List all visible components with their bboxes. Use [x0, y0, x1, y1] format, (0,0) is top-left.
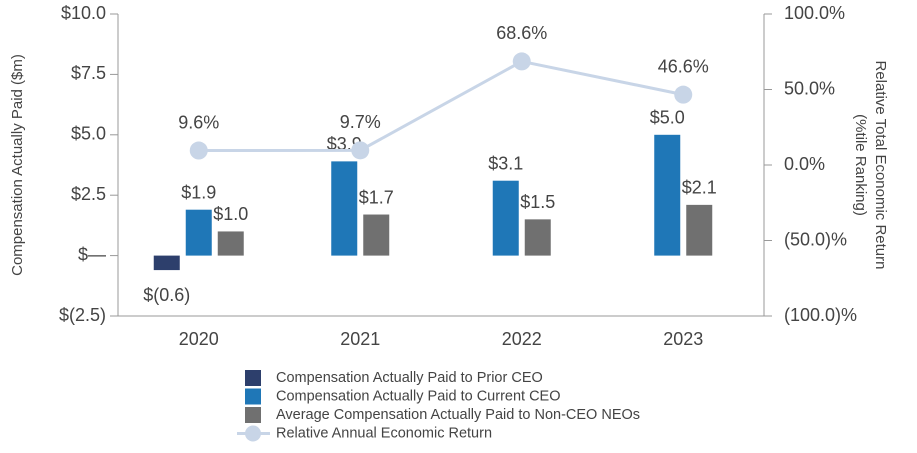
- legend-swatch: [245, 388, 261, 405]
- bar: [686, 204, 713, 256]
- legend-label: Compensation Actually Paid to Prior CEO: [276, 370, 543, 386]
- bar: [363, 214, 390, 256]
- bar-value-label: $(0.6): [143, 285, 190, 305]
- line-value-label: 68.6%: [496, 23, 547, 43]
- line-value-label: 9.6%: [178, 112, 219, 132]
- legend-swatch: [245, 425, 261, 442]
- x-tick-label: 2022: [502, 329, 542, 349]
- bar: [185, 209, 212, 256]
- bar-value-label: $1.7: [359, 187, 394, 207]
- legend-swatch: [245, 370, 261, 386]
- bar: [654, 134, 681, 256]
- y2-tick-label: 0.0%: [784, 154, 825, 174]
- y-tick-label: $2.5: [71, 184, 106, 204]
- y-tick-label: $5.0: [71, 124, 106, 144]
- legend-label: Average Compensation Actually Paid to No…: [276, 407, 640, 423]
- bar-value-label: $3.1: [488, 153, 523, 173]
- bar: [524, 219, 551, 256]
- line-point: [674, 85, 693, 104]
- bar: [492, 180, 519, 256]
- y2-tick-label: 100.0%: [784, 3, 845, 23]
- bar-value-label: $1.5: [520, 192, 555, 212]
- line-point: [351, 141, 370, 160]
- y2-tick-label: (50.0)%: [784, 229, 847, 249]
- legend-label: Compensation Actually Paid to Current CE…: [276, 388, 561, 404]
- y-tick-label: $7.5: [71, 63, 106, 83]
- line-value-label: 9.7%: [340, 112, 381, 132]
- y2-tick-label: 50.0%: [784, 78, 835, 98]
- y2-tick-label: (100.0)%: [784, 305, 857, 325]
- bar-value-label: $5.0: [650, 108, 685, 128]
- y-tick-label: $—: [78, 244, 106, 264]
- line-point: [189, 141, 208, 160]
- x-tick-label: 2020: [179, 329, 219, 349]
- bar: [153, 255, 180, 271]
- bar: [331, 161, 358, 256]
- y-axis-label: Compensation Actually Paid ($m): [9, 54, 26, 276]
- y2-axis-label: Relative Total Economic Return: [872, 61, 889, 270]
- legend-swatch: [245, 407, 261, 423]
- line-value-label: 46.6%: [658, 56, 709, 76]
- x-tick-label: 2023: [663, 329, 703, 349]
- y-tick-label: $10.0: [61, 3, 106, 23]
- y-tick-label: $(2.5): [59, 305, 106, 325]
- line-point: [512, 52, 531, 71]
- legend-label: Relative Annual Economic Return: [276, 425, 492, 441]
- y2-axis-label: (%tile Ranking): [852, 114, 869, 216]
- bar-value-label: $2.1: [682, 178, 717, 198]
- line: [198, 59, 684, 153]
- x-tick-label: 2021: [340, 329, 380, 349]
- bar: [217, 231, 244, 256]
- bar-value-label: $1.9: [181, 182, 216, 202]
- bar-value-label: $1.0: [213, 204, 248, 224]
